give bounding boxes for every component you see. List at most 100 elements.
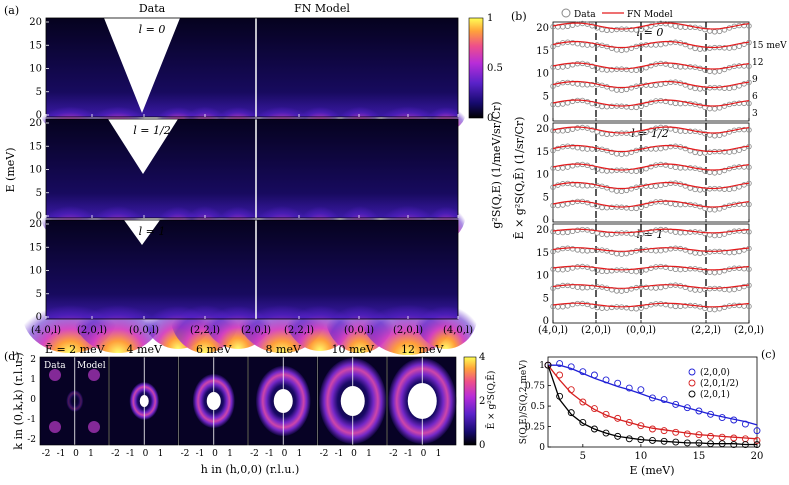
data-point xyxy=(649,394,656,402)
data-point xyxy=(730,416,738,424)
xlabel-c: E (meV) xyxy=(630,464,675,477)
peak-spot xyxy=(88,421,100,433)
data-point xyxy=(741,81,747,87)
map-energy-label: 6 meV xyxy=(196,343,232,356)
data-point xyxy=(556,371,564,379)
data-point xyxy=(695,431,703,439)
data-point xyxy=(721,167,728,174)
subpanel-label: l = 1 xyxy=(139,225,166,238)
xtick-label: (2,0,l) xyxy=(77,325,107,336)
data-point xyxy=(718,414,726,421)
map-frame xyxy=(387,356,457,446)
data-point xyxy=(702,26,708,33)
ytick-label: 20 xyxy=(29,118,42,129)
data-point xyxy=(590,425,598,433)
model-line xyxy=(547,364,758,440)
data-point xyxy=(589,63,595,69)
data-point xyxy=(628,149,635,155)
ytick-label: 1 xyxy=(539,361,545,371)
data-point xyxy=(682,284,688,291)
data-point xyxy=(741,247,747,253)
ytick-label: 0.5 xyxy=(531,402,546,412)
series-0: (2,0,0) xyxy=(544,360,761,435)
xtick-label: (2,2,l) xyxy=(190,325,220,336)
ylabel-b: Ē × g²S(Q,Ē) (1/sr/Cr) xyxy=(513,117,526,240)
data-label: Data xyxy=(44,361,66,371)
ytick-label: 5 xyxy=(36,188,42,199)
model-line xyxy=(552,265,750,271)
subpanel-a-0: l = 0 0 5 10 15 20 xyxy=(29,17,466,135)
xtick-label: -1 xyxy=(57,449,66,459)
data-point xyxy=(625,435,633,443)
colorbar-a xyxy=(468,17,484,119)
colorbar-tick-label: 2 xyxy=(479,396,485,407)
ytick-label: 5 xyxy=(543,192,549,203)
ytick-label: 15 xyxy=(536,147,549,158)
data-point xyxy=(569,39,576,46)
excluded-region xyxy=(108,119,178,174)
model-line xyxy=(547,364,757,446)
data-point xyxy=(682,183,688,189)
model-line xyxy=(552,144,750,153)
data-point xyxy=(702,230,708,237)
ytick-label: 0 xyxy=(543,114,549,125)
ytick-label: 20 xyxy=(536,23,549,34)
data-point xyxy=(637,436,645,444)
ytick-label: 10 xyxy=(536,271,549,282)
data-point xyxy=(609,45,615,52)
data-point xyxy=(589,228,595,234)
ytick-label: 15 xyxy=(29,40,42,51)
legend-marker xyxy=(688,379,696,387)
xtick-label: 20 xyxy=(751,451,764,462)
colorbar-tick-label: 0 xyxy=(487,113,493,124)
data-point xyxy=(721,103,728,109)
data-point xyxy=(721,66,728,73)
legend-marker xyxy=(688,390,696,398)
legend-label: (2,0,1/2) xyxy=(700,378,739,389)
ytick-label: 5 xyxy=(36,87,42,98)
data-point xyxy=(682,247,688,253)
xtick-label: -1 xyxy=(265,449,274,459)
ytick-label: -2 xyxy=(27,435,36,445)
data-point xyxy=(721,304,728,310)
subpanel-frame xyxy=(45,219,459,320)
data-point xyxy=(683,439,691,447)
data-point xyxy=(579,398,587,406)
legend-model-text: FN Model xyxy=(627,10,673,20)
data-point xyxy=(569,98,576,105)
data-point xyxy=(556,360,564,367)
legend-label: (2,0,0) xyxy=(700,367,730,378)
xtick-label: -2 xyxy=(250,449,259,459)
model-line xyxy=(552,284,750,289)
excluded-region xyxy=(104,18,180,113)
energy-label: 15 meV xyxy=(752,41,787,51)
xtick-label: -2 xyxy=(181,449,190,459)
ytick-label: 0.75 xyxy=(525,382,545,392)
data-point xyxy=(628,286,635,292)
subpanel-frame xyxy=(45,17,459,118)
xtick-label: 0 xyxy=(282,449,288,459)
ytick-label: 0 xyxy=(36,211,42,222)
ytick-label: 15 xyxy=(29,141,42,152)
xtick-label: 5 xyxy=(580,451,586,462)
xtick-label: -1 xyxy=(196,449,205,459)
energy-label: 3 xyxy=(752,109,758,119)
data-point xyxy=(590,371,598,379)
xtick-label: -1 xyxy=(335,449,344,459)
data-point xyxy=(683,404,691,412)
xtick-label: -2 xyxy=(111,449,120,459)
data-point xyxy=(718,433,726,441)
map-frame xyxy=(248,356,318,446)
data-point xyxy=(707,432,715,440)
map-panel-3: 8 meV -2 -1 0 1 xyxy=(248,343,318,459)
map-energy-label: 4 meV xyxy=(127,343,163,356)
ytick-label: 0.25 xyxy=(525,423,545,433)
map-frame xyxy=(39,356,109,446)
model-line xyxy=(552,200,750,208)
subpanel-frame xyxy=(45,118,459,219)
xtick-label: 1 xyxy=(366,449,372,459)
data-point xyxy=(660,427,668,435)
data-point xyxy=(663,199,669,206)
data-point xyxy=(731,249,737,256)
